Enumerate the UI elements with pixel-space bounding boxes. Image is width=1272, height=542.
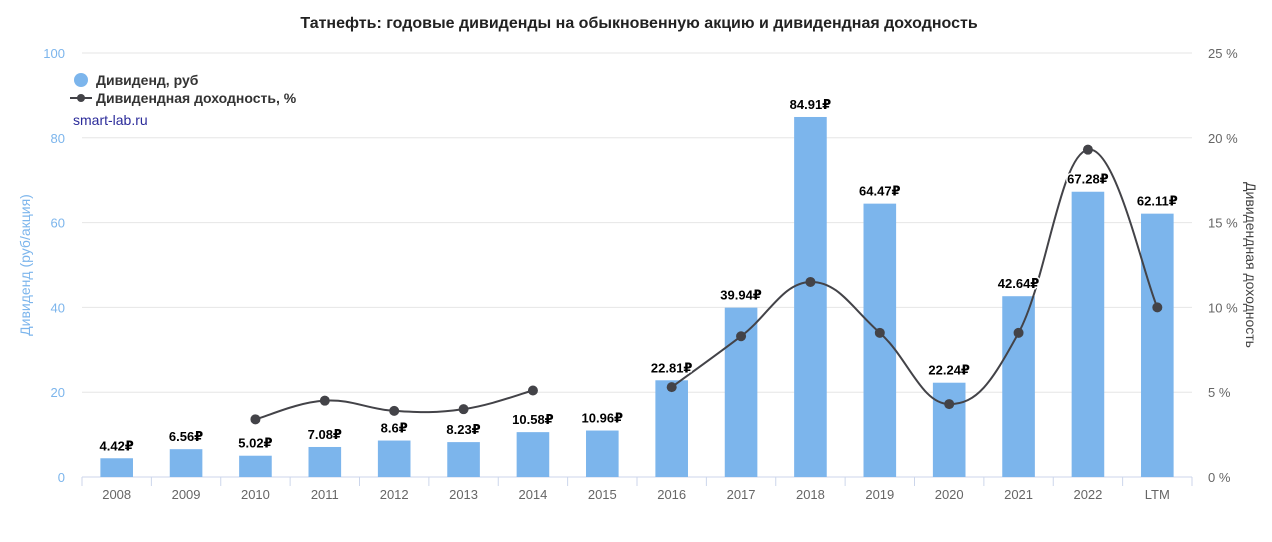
x-tick-label: 2018 [796, 487, 825, 502]
bar-2018[interactable] [794, 116, 827, 477]
bar-value-label: 5.02₽ [238, 436, 272, 451]
bar-2015[interactable] [586, 430, 619, 477]
x-tick-label: LTM [1145, 487, 1170, 502]
legend-line-dot [77, 94, 85, 102]
y2-axis-title: Дивидендная доходность [1243, 182, 1259, 348]
y-tick-label: 100 [43, 46, 65, 61]
bar-value-label: 42.64₽ [998, 276, 1040, 291]
bar-value-label: 22.81₽ [651, 360, 693, 375]
legend: Дивиденд, руб Дивидендная доходность, % … [70, 72, 297, 128]
bar-value-label: 64.47₽ [859, 184, 901, 199]
bar-value-label: 10.58₽ [512, 412, 554, 427]
y-tick-label: 20 [51, 385, 65, 400]
x-tick-label: 2014 [518, 487, 547, 502]
y-tick-label: 0 [58, 470, 65, 485]
bar-value-label: 7.08₽ [308, 427, 342, 442]
axes: 0 20 40 60 80 100 0 % 5 % 10 % 15 % 20 % 25 % 2008 20… [43, 46, 1238, 502]
bar-2022[interactable] [1071, 191, 1105, 478]
x-tick-label: 2019 [865, 487, 894, 502]
yield-point-2012[interactable] [389, 405, 400, 416]
bar-value-label: 39.94₽ [720, 288, 762, 303]
legend-item-yield[interactable]: Дивидендная доходность, % [70, 90, 297, 106]
x-tick-label: 2020 [935, 487, 964, 502]
line-series [250, 144, 1163, 425]
bar-2013[interactable] [447, 442, 480, 477]
yield-point-2010[interactable] [250, 414, 261, 425]
x-tick-label: 2016 [657, 487, 686, 502]
y2-tick-label: 15 % [1208, 216, 1238, 231]
yield-point-2014[interactable] [527, 385, 538, 396]
bar-value-label: 6.56₽ [169, 429, 203, 444]
bar-value-label: 62.11₽ [1137, 194, 1178, 209]
bar-value-label: 10.96₽ [582, 411, 624, 426]
bar-value-label: 67.28₽ [1067, 172, 1109, 187]
x-tick-label: 2009 [172, 487, 201, 502]
y2-tick-label: 0 % [1208, 470, 1231, 485]
bar-LTM[interactable] [1141, 213, 1174, 477]
bar-value-label: 4.42₽ [100, 438, 134, 453]
x-tick-label: 2021 [1004, 487, 1033, 502]
legend-label-yield: Дивидендная доходность, % [96, 90, 297, 106]
x-tick-label: 2008 [102, 487, 131, 502]
x-tick-label: 2022 [1073, 487, 1102, 502]
yield-point-2021[interactable] [1013, 327, 1024, 338]
x-tick-label: 2017 [727, 487, 756, 502]
bar-2020[interactable] [932, 382, 966, 477]
bar-2010[interactable] [239, 455, 272, 477]
legend-item-dividend[interactable]: Дивиденд, руб [74, 72, 199, 88]
legend-bar-marker [74, 73, 88, 87]
bar-series [100, 116, 1174, 478]
x-tick-label: 2012 [380, 487, 409, 502]
y-tick-label: 60 [51, 216, 65, 231]
bar-value-label: 22.24₽ [928, 363, 970, 378]
yield-point-2022[interactable] [1082, 144, 1093, 155]
y-tick-label: 80 [51, 131, 65, 146]
yield-point-LTM[interactable] [1152, 302, 1163, 313]
yield-point-2016[interactable] [666, 382, 677, 393]
bar-2009[interactable] [169, 449, 203, 477]
bar-value-label: 8.6₽ [381, 421, 408, 436]
y2-tick-label: 20 % [1208, 131, 1238, 146]
y2-tick-label: 10 % [1208, 300, 1238, 315]
yield-point-2019[interactable] [874, 327, 885, 338]
x-tick-label: 2013 [449, 487, 478, 502]
yield-point-2011[interactable] [319, 395, 330, 406]
x-tick-label: 2010 [241, 487, 270, 502]
data-labels: 4.42₽ 6.56₽ 5.02₽ 7.08₽ 8.6₽ 8.23₽ 10.58₽ 10.96… [98, 95, 1179, 454]
bar-2011[interactable] [308, 446, 342, 477]
legend-label-dividend: Дивиденд, руб [96, 72, 199, 88]
bar-value-label: 8.23₽ [446, 422, 480, 437]
yield-point-2020[interactable] [944, 399, 955, 410]
yield-point-2013[interactable] [458, 404, 469, 415]
bar-2012[interactable] [377, 440, 411, 477]
x-tick-label: 2015 [588, 487, 617, 502]
bar-2014[interactable] [516, 432, 550, 477]
chart-title: Татнефть: годовые дивиденды на обыкновен… [300, 15, 978, 32]
bar-2021[interactable] [1002, 296, 1035, 477]
y2-tick-label: 25 % [1208, 46, 1238, 61]
bar-value-label: 84.91₽ [790, 97, 832, 112]
y-tick-label: 40 [51, 300, 65, 315]
y2-tick-label: 5 % [1208, 385, 1231, 400]
watermark-text[interactable]: smart-lab.ru [73, 112, 148, 128]
bar-2008[interactable] [100, 458, 133, 477]
y-axis-title: Дивиденд (руб/акция) [17, 194, 33, 336]
x-tick-label: 2011 [311, 487, 339, 502]
bar-2019[interactable] [863, 203, 897, 477]
yield-point-2017[interactable] [736, 331, 747, 342]
yield-point-2018[interactable] [805, 276, 816, 287]
bar-2016[interactable] [655, 380, 688, 477]
